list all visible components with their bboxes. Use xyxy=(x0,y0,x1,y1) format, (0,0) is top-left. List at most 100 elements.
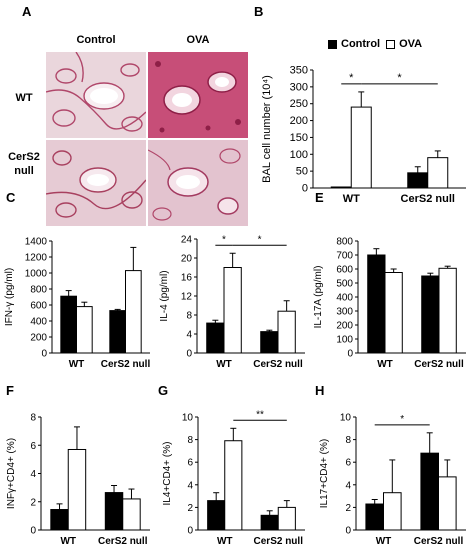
bar-b-control xyxy=(407,172,429,189)
legend-label-control: Control xyxy=(341,38,381,50)
y-axis-label-g: IL4+CD4+ (%) xyxy=(162,442,173,506)
significance-label-b: * xyxy=(349,72,354,84)
panel-label-f: F xyxy=(6,383,14,398)
hist-row-cers2: CerS2 null xyxy=(8,151,40,177)
x-tick-label-f: CerS2 null xyxy=(98,536,148,547)
bar-g-ova xyxy=(224,440,243,531)
histology-cers2-control xyxy=(46,140,146,226)
y-axis-label-d: IL-4 (pg/ml) xyxy=(159,270,170,321)
bar-f-ova xyxy=(122,498,141,531)
y-tick-label-d: 0 xyxy=(186,349,192,360)
y-tick-label-g: 6 xyxy=(187,458,193,469)
significance-label-d: * xyxy=(258,234,262,245)
x-tick-label-h: CerS2 null xyxy=(414,536,464,547)
y-axis-label-c: IFN-γ (pg/ml) xyxy=(4,268,15,326)
bar-g-ova xyxy=(277,506,296,531)
y-tick-label-f: 6 xyxy=(30,441,36,452)
y-tick-label-e: 500 xyxy=(336,279,353,290)
bar-h-ova xyxy=(383,492,402,531)
bar-c-control xyxy=(109,310,126,354)
x-tick-label-e: WT xyxy=(377,359,393,370)
bar-d-ova xyxy=(223,267,242,354)
chart-h: 0 2 4 6 8 10 IL17+CD4+ (%) WT CerS2 null * xyxy=(319,413,466,547)
y-axis-label-e: IL-17A (pg/ml) xyxy=(313,266,324,329)
bar-g-control xyxy=(207,500,226,531)
y-tick-label-g: 4 xyxy=(187,480,193,491)
chart-e: 0 100 200 300 400 500 600 700 800 IL-17A (pg/ml) W… xyxy=(313,237,466,370)
y-tick-label-g: 10 xyxy=(182,413,194,424)
y-axis-label-b: BAL cell number (10⁴) xyxy=(261,75,273,183)
hist-row-wt: WT xyxy=(15,92,33,104)
y-tick-label-e: 400 xyxy=(336,293,353,304)
y-tick-label-b: 200 xyxy=(290,115,308,127)
bar-h-ova xyxy=(438,476,457,531)
y-tick-label-h: 8 xyxy=(345,435,351,446)
y-tick-label-e: 200 xyxy=(336,321,353,332)
y-tick-label-h: 0 xyxy=(345,526,351,537)
significance-label-b: * xyxy=(397,72,402,84)
y-axis-label-f: INFγ+CD4+ (%) xyxy=(6,438,17,509)
panel-label-e: E xyxy=(315,190,324,205)
y-tick-label-c: 200 xyxy=(30,333,47,344)
y-tick-label-f: 4 xyxy=(30,469,36,480)
panel-label-g: G xyxy=(158,383,169,398)
chart-g: 0 2 4 6 8 10 IL4+CD4+ (%) WT CerS2 null ** xyxy=(162,409,305,547)
y-tick-label-h: 2 xyxy=(345,503,351,514)
y-tick-label-e: 0 xyxy=(347,349,353,360)
y-tick-label-h: 4 xyxy=(345,480,351,491)
y-tick-label-g: 2 xyxy=(187,503,193,514)
bar-h-control xyxy=(365,503,384,531)
bar-d-control xyxy=(206,322,225,354)
panel-label-c: C xyxy=(6,190,16,205)
y-tick-label-c: 1400 xyxy=(25,237,48,248)
y-tick-label-c: 400 xyxy=(30,317,47,328)
histology-cers2-ova xyxy=(148,140,248,226)
bar-d-ova xyxy=(277,310,296,354)
bar-b-control xyxy=(330,186,352,189)
chart-d: 0 4 8 12 16 20 24 IL-4 (pg/ml) WT CerS2 null * * xyxy=(159,234,305,370)
y-tick-label-g: 8 xyxy=(187,435,193,446)
bar-d-control xyxy=(260,331,279,354)
y-tick-label-e: 600 xyxy=(336,265,353,276)
legend-swatch-ova xyxy=(386,39,396,49)
y-tick-label-c: 800 xyxy=(30,285,47,296)
y-tick-label-d: 20 xyxy=(181,254,193,265)
x-tick-label-d: CerS2 null xyxy=(253,359,303,370)
hist-col-ova: OVA xyxy=(186,34,210,46)
x-tick-label-d: WT xyxy=(216,359,232,370)
chart-c: 0 200 400 600 800 1000 1200 1400 IFN-γ (pg/ml) WT… xyxy=(4,237,150,371)
x-tick-label-b: CerS2 null xyxy=(401,193,455,205)
chart-f: 0 2 4 6 8 INFγ+CD4+ (%) WT CerS2 null xyxy=(6,413,150,547)
bar-b-ova xyxy=(427,157,449,189)
bar-f-ova xyxy=(67,448,87,531)
significance-label-g: ** xyxy=(256,409,264,420)
y-tick-label-b: 0 xyxy=(302,183,308,195)
y-tick-label-f: 0 xyxy=(30,526,36,537)
x-tick-label-c: WT xyxy=(69,359,85,370)
y-tick-label-b: 350 xyxy=(290,65,308,77)
hist-col-control: Control xyxy=(76,34,116,46)
y-tick-label-f: 8 xyxy=(30,413,36,424)
y-tick-label-d: 24 xyxy=(181,235,193,246)
y-tick-label-b: 100 xyxy=(290,149,308,161)
panel-label-b: B xyxy=(254,4,264,19)
y-tick-label-e: 100 xyxy=(336,335,353,346)
x-tick-label-e: CerS2 null xyxy=(414,359,464,370)
histology-wt-ova xyxy=(148,52,248,138)
y-axis-label-h: IL17+CD4+ (%) xyxy=(319,439,330,508)
panel-label-a: A xyxy=(22,4,32,19)
bar-g-control xyxy=(260,514,279,531)
x-tick-label-g: WT xyxy=(217,536,233,547)
y-tick-label-d: 12 xyxy=(181,292,193,303)
legend: Control OVA xyxy=(328,38,422,50)
significance-label-d: * xyxy=(222,234,226,245)
x-tick-label-c: CerS2 null xyxy=(101,359,151,370)
y-tick-label-b: 250 xyxy=(290,98,308,110)
chart-b: 0 50 100 150 200 250 300 350 BAL cell number (10… xyxy=(261,65,466,205)
y-tick-label-b: 50 xyxy=(296,166,308,178)
y-tick-label-b: 300 xyxy=(290,81,308,93)
bar-b-ova xyxy=(350,106,372,189)
x-tick-label-h: WT xyxy=(376,536,392,547)
y-tick-label-c: 600 xyxy=(30,301,47,312)
